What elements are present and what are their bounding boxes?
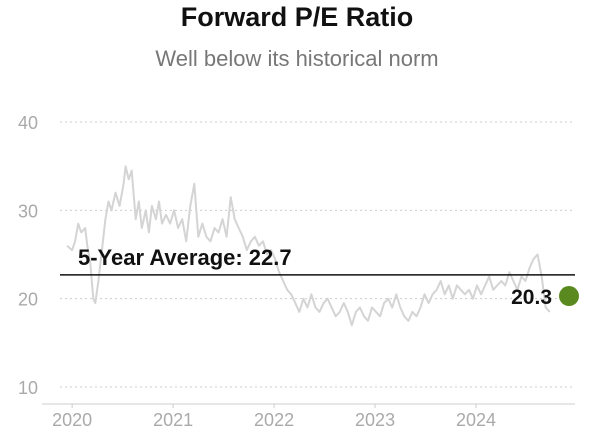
latest-value-label: 20.3 [511,286,552,309]
x-tick-label: 2022 [254,410,294,430]
y-tick-label: 40 [18,113,38,133]
x-tick-label: 2020 [52,410,92,430]
x-tick-label: 2023 [355,410,395,430]
five-year-average-label: 5-Year Average: 22.7 [78,245,292,270]
y-tick-label: 20 [18,290,38,310]
pe-ratio-series-line [66,165,551,327]
x-tick-label: 2021 [153,410,193,430]
chart-title: Forward P/E Ratio [180,2,414,32]
y-tick-label: 10 [18,378,38,398]
latest-value-marker [559,286,579,307]
x-tick-label: 2024 [456,410,496,430]
y-tick-label: 30 [18,201,38,221]
chart-subtitle: Well below its historical norm [155,46,439,71]
